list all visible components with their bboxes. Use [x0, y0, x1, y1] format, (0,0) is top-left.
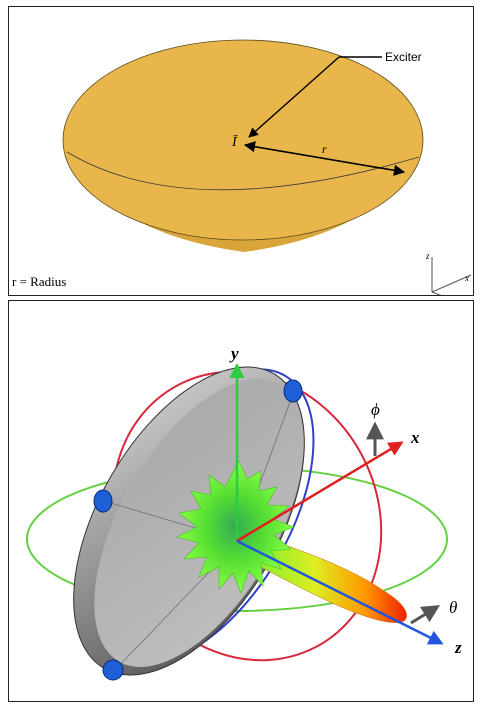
main-lobe: [238, 530, 407, 623]
dish-node-top: [283, 379, 303, 403]
feed-symbol: Ī: [231, 134, 238, 150]
dish-node-left: [93, 489, 113, 513]
triad-z-label: z: [425, 251, 430, 261]
theta-label: θ: [449, 598, 457, 617]
z-axis: [236, 539, 444, 645]
y-axis-label: y: [229, 344, 239, 363]
x-axis-label: x: [410, 428, 420, 447]
dish-geometry-panel: Exciter Ī r r = Radius z x y: [8, 6, 474, 296]
exciter-label: Exciter: [385, 50, 422, 64]
radius-arrow: [243, 141, 406, 176]
dish-node-bottom: [102, 659, 124, 681]
radiation-pattern-panel: y x z ϕ θ: [8, 300, 474, 702]
theta-vector: [410, 605, 441, 625]
x-axis: [236, 441, 404, 543]
radiation-pattern-diagram: y x z ϕ θ: [26, 344, 462, 681]
radius-symbol: r: [322, 142, 327, 156]
dish-geometry-diagram: Exciter Ī r r = Radius z x y: [12, 39, 472, 295]
exciter-arrow: [248, 56, 340, 138]
z-axis-label: z: [454, 638, 462, 657]
coordinate-triad: [431, 257, 472, 295]
triad-x-label: x: [464, 273, 469, 283]
dish-top: [62, 39, 424, 241]
radius-legend: r = Radius: [12, 274, 66, 289]
phi-label: ϕ: [371, 400, 380, 419]
pattern-core: [176, 460, 295, 594]
